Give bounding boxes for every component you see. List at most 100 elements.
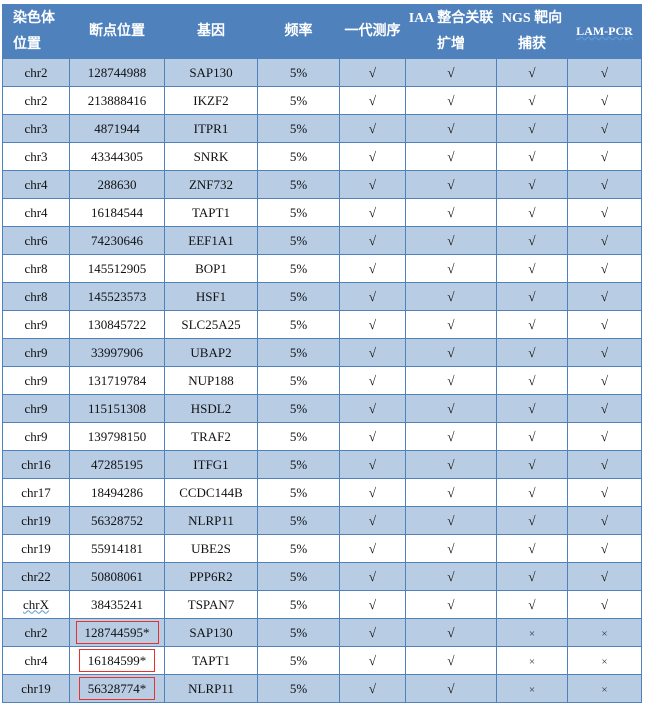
breakpoint-cell: 38435241 [69,590,165,619]
chromosome-cell: chr4 [2,170,70,199]
table-row: chr22 50808061 PPP6R2 5% √ √ √ √ [2,562,642,591]
chromosome-cell: chr4 [2,646,70,675]
check-mark-cell: √ [496,170,568,199]
breakpoint-cell-text: 128744595* [75,621,159,644]
check-mark-cell: √ [405,394,497,423]
frequency-cell: 5% [257,366,340,395]
chromosome-cell: chr19 [2,674,70,703]
check-mark-cell: √ [405,338,497,367]
check-mark-cell: √ [496,338,568,367]
check-mark-cell: √ [496,198,568,227]
gene-cell: UBE2S [164,534,258,563]
gene-cell: TSPAN7 [164,590,258,619]
check-mark-cell: √ [339,646,406,675]
check-mark-cell: √ [405,618,497,647]
chromosome-cell: chr6 [2,226,70,255]
check-mark-cell: √ [567,142,642,171]
check-mark-cell: √ [405,226,497,255]
check-mark-cell: √ [496,422,568,451]
chromosome-cell: chr19 [2,506,70,535]
chromosome-cell: chr3 [2,142,70,171]
cross-mark-cell: × [496,618,568,647]
check-mark-cell: √ [339,394,406,423]
cross-mark-cell: × [567,618,642,647]
check-mark-cell: √ [339,478,406,507]
breakpoint-cell: 115151308 [69,394,165,423]
breakpoint-cell: 50808061 [69,562,165,591]
cross-mark-cell: × [567,646,642,675]
cross-mark-cell: × [567,674,642,703]
chromosome-cell: chr2 [2,86,70,115]
check-mark-cell: √ [405,170,497,199]
table-row: chr2 213888416 IKZF2 5% √ √ √ √ [2,86,642,115]
gene-cell: ITFG1 [164,450,258,479]
header-ngs: NGS 靶向捕获 [496,4,568,59]
table-row: chr9 131719784 NUP188 5% √ √ √ √ [2,366,642,395]
check-mark-cell: √ [496,226,568,255]
check-mark-cell: √ [339,310,406,339]
check-mark-cell: √ [405,282,497,311]
check-mark-cell: √ [567,226,642,255]
table-row: chr19 56328774* NLRP11 5% √ √ × × [2,674,642,703]
header-lam-pcr-text: LAM-PCR [576,24,633,38]
check-mark-cell: √ [405,142,497,171]
frequency-cell: 5% [257,422,340,451]
check-mark-cell: √ [339,366,406,395]
breakpoint-cell: 55914181 [69,534,165,563]
frequency-cell: 5% [257,450,340,479]
breakpoint-cell: 16184599* [69,646,165,675]
check-mark-cell: √ [339,562,406,591]
chromosome-cell: chr22 [2,562,70,591]
check-mark-cell: √ [339,170,406,199]
breakpoint-cell: 128744988 [69,58,165,87]
cross-mark-cell-text: × [601,683,608,696]
check-mark-cell: √ [567,310,642,339]
check-mark-cell: √ [339,198,406,227]
header-chromosome: 染色体位置 [2,4,70,59]
chromosome-cell: chr2 [2,618,70,647]
gene-cell: CCDC144B [164,478,258,507]
check-mark-cell: √ [405,86,497,115]
check-mark-cell: √ [339,674,406,703]
cross-mark-cell-text: × [528,627,536,640]
header-iaa: IAA 整合关联扩增 [405,4,497,59]
breakpoint-cell: 47285195 [69,450,165,479]
check-mark-cell: √ [339,86,406,115]
check-mark-cell: √ [405,534,497,563]
check-mark-cell: √ [496,506,568,535]
cross-mark-cell-text: × [528,655,536,668]
breakpoint-cell: 74230646 [69,226,165,255]
check-mark-cell: √ [339,534,406,563]
breakpoint-cell: 18494286 [69,478,165,507]
check-mark-cell: √ [405,310,497,339]
frequency-cell: 5% [257,282,340,311]
chromosome-cell: chr3 [2,114,70,143]
check-mark-cell: √ [496,394,568,423]
breakpoint-cell: 213888416 [69,86,165,115]
cross-mark-cell: × [496,674,568,703]
breakpoint-cell: 145512905 [69,254,165,283]
frequency-cell: 5% [257,58,340,87]
chromosome-cell: chr8 [2,282,70,311]
breakpoint-cell: 128744595* [69,618,165,647]
check-mark-cell: √ [567,506,642,535]
check-mark-cell: √ [405,366,497,395]
check-mark-cell: √ [567,282,642,311]
check-mark-cell: √ [339,506,406,535]
table-row: chr19 56328752 NLRP11 5% √ √ √ √ [2,506,642,535]
breakpoint-cell: 56328774* [69,674,165,703]
table-row: chr2 128744595* SAP130 5% √ √ × × [2,618,642,647]
check-mark-cell: √ [567,422,642,451]
check-mark-cell: √ [405,646,497,675]
check-mark-cell: √ [496,86,568,115]
check-mark-cell: √ [496,590,568,619]
check-mark-cell: √ [567,254,642,283]
check-mark-cell: √ [567,86,642,115]
check-mark-cell: √ [339,450,406,479]
header-row: 染色体位置 断点位置 基因 频率 一代测序 IAA 整合关联扩增 NGS 靶向捕获 LAM-P… [2,4,642,59]
check-mark-cell: √ [567,366,642,395]
breakpoint-cell: 288630 [69,170,165,199]
frequency-cell: 5% [257,478,340,507]
cross-mark-cell: × [496,646,568,675]
header-sanger: 一代测序 [339,4,406,59]
